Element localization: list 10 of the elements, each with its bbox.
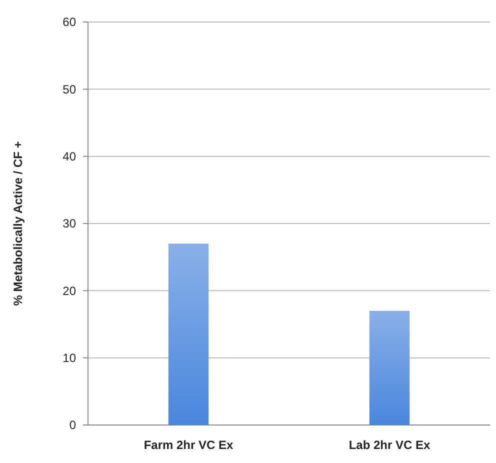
y-tick-label: 60 [62,15,76,30]
y-tick-label: 40 [62,150,76,164]
y-tick-label: 30 [62,216,76,231]
x-tick-label: Lab 2hr VC Ex [348,438,431,452]
y-axis-title: % Metabolically Active / CF + [11,141,25,306]
y-tick-label: 20 [62,284,76,298]
y-tick-label: 0 [69,418,76,432]
y-tick-label: 50 [62,82,76,96]
x-tick-label: Farm 2hr VC Ex [144,438,234,452]
y-tick-label: 10 [62,351,76,366]
